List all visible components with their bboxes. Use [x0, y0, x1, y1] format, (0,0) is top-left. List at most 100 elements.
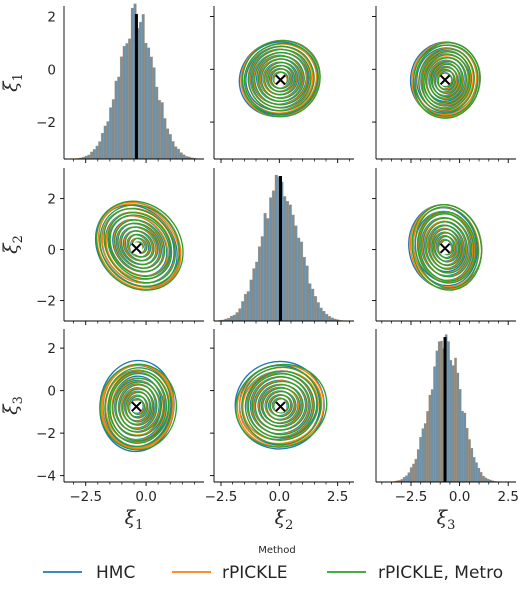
- hist-bar: [479, 471, 483, 483]
- hist-bar: [98, 141, 102, 160]
- contour-line: [241, 366, 322, 446]
- legend-label-rpickle: rPICKLE: [222, 563, 288, 583]
- x-tick-label: −2.5: [395, 489, 428, 505]
- hist-bar: [147, 47, 151, 160]
- true-value-cross: [275, 401, 286, 412]
- hist-bar: [454, 357, 457, 483]
- hist-bar: [305, 265, 309, 322]
- hist-bar: [458, 388, 462, 483]
- contour-line: [117, 222, 163, 269]
- hist-bar: [168, 134, 172, 160]
- hist-bar: [271, 190, 276, 322]
- hist-bar: [114, 80, 118, 160]
- hist-bar: [319, 307, 323, 322]
- contour-line: [412, 42, 481, 119]
- hist-bar: [128, 38, 132, 160]
- hist-bar: [463, 412, 467, 483]
- contour-line: [437, 235, 457, 260]
- contour-line: [414, 206, 479, 289]
- hist-bar: [472, 456, 476, 483]
- contour-line: [247, 373, 315, 439]
- contour-line: [428, 224, 465, 270]
- hist-bar: [274, 174, 278, 322]
- y-tick-label: 2: [47, 192, 56, 208]
- contour-line: [125, 391, 152, 423]
- contour-line: [417, 211, 477, 284]
- contour-line: [119, 384, 158, 431]
- hist-bar: [241, 301, 245, 322]
- hist-bar: [465, 427, 469, 483]
- legend: Method HMC rPICKLE rPICKLE, Metro: [43, 545, 503, 583]
- hist-bar: [95, 145, 99, 160]
- hist-bar: [297, 237, 301, 322]
- contour-line: [431, 63, 462, 98]
- contour-line: [411, 204, 483, 291]
- hist-bar: [252, 268, 256, 322]
- true-value-cross: [439, 74, 451, 86]
- hist-bar: [294, 225, 298, 322]
- hist-bar: [302, 256, 306, 322]
- contour-line: [258, 384, 304, 428]
- hist-bar: [117, 76, 121, 160]
- contour-line: [431, 228, 463, 267]
- hist-bar: [440, 340, 443, 483]
- y-axis-label-xi-2: ξ2: [0, 235, 26, 254]
- hist-bar: [405, 475, 408, 483]
- y-tick-label: −2: [36, 115, 56, 131]
- hist-bar: [428, 394, 432, 483]
- hist-bar: [111, 99, 115, 160]
- hist-bar: [475, 462, 478, 483]
- y-tick-label: −2: [36, 426, 56, 442]
- contour-line: [235, 363, 328, 448]
- hist-bar: [435, 350, 439, 483]
- x-axis-label-xi-3: ξ3: [437, 507, 456, 533]
- hist-bar: [257, 246, 262, 322]
- hist-bar: [437, 341, 441, 483]
- hist-bar: [461, 410, 464, 483]
- x-tick-label: 2.5: [327, 489, 348, 505]
- contour-line: [418, 48, 475, 113]
- hist-bar: [119, 56, 124, 160]
- contour-line: [434, 232, 460, 263]
- contour-line: [241, 40, 321, 118]
- hist-bar: [235, 312, 239, 322]
- hist-bar: [152, 67, 156, 160]
- y-tick-label: 2: [47, 341, 56, 357]
- contour-line: [99, 204, 180, 288]
- x-tick-label: −2.5: [205, 489, 238, 505]
- contour-line: [103, 208, 176, 284]
- contour-line: [421, 51, 473, 110]
- hist-bar: [416, 449, 420, 483]
- contour-line: [122, 388, 155, 426]
- y-tick-label: 0: [47, 62, 56, 78]
- contour-line: [414, 44, 479, 117]
- contour-line: [254, 51, 309, 106]
- contour-line: [267, 65, 296, 93]
- hist-bar: [176, 148, 181, 160]
- hist-bar: [409, 467, 413, 483]
- contour-line: [423, 54, 470, 107]
- contour-line: [120, 226, 159, 266]
- hist-bar: [433, 366, 436, 483]
- hist-bar: [407, 472, 411, 483]
- y-tick-label: 0: [47, 243, 56, 259]
- y-tick-label: −4: [36, 469, 56, 485]
- hist-bar: [313, 295, 318, 322]
- hist-bar: [330, 317, 334, 322]
- hist-bar: [92, 149, 96, 160]
- hist-bar: [106, 121, 110, 160]
- contour-line: [107, 370, 170, 444]
- hist-bar: [255, 261, 259, 322]
- contour-line: [273, 398, 290, 414]
- panel-xi-1-vs-xi-2: [210, 6, 354, 163]
- contour-line: [244, 370, 318, 441]
- true-value-cross: [275, 74, 286, 86]
- hist-bar: [291, 214, 295, 322]
- contour-line: [107, 212, 173, 280]
- contour-line: [104, 367, 173, 448]
- hist-bar: [482, 475, 485, 483]
- hist-bar: [430, 389, 434, 483]
- hist-bar: [263, 212, 267, 322]
- hist-bar: [322, 310, 326, 322]
- hist-bar: [130, 7, 134, 160]
